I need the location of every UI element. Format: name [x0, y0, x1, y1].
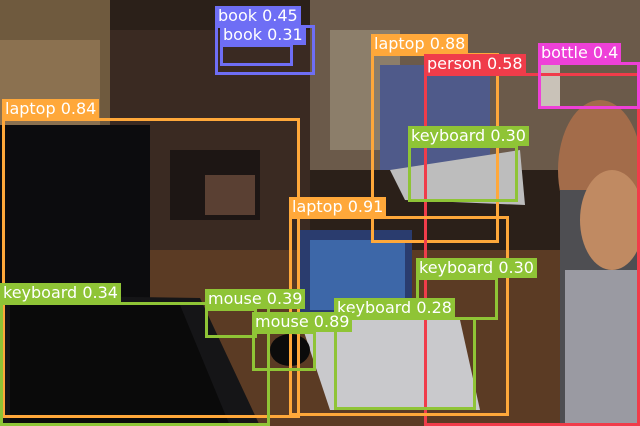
- detection-label: bottle 0.4: [538, 43, 622, 63]
- detection-label: mouse 0.89: [252, 312, 353, 332]
- detection-laptop-2: laptop 0.84: [2, 99, 300, 418]
- detection-label: mouse 0.39: [205, 289, 306, 309]
- detection-bottle: bottle 0.4: [538, 43, 640, 109]
- detection-mouse-1: mouse 0.39: [205, 289, 306, 338]
- detection-label: laptop 0.84: [2, 99, 100, 119]
- detection-label: keyboard 0.30: [416, 258, 537, 278]
- detection-mouse-2: mouse 0.89: [252, 312, 353, 371]
- detection-label: book 0.31: [220, 25, 306, 45]
- detection-keyboard-1: keyboard 0.30: [408, 126, 529, 202]
- detection-keyboard-3: keyboard 0.34: [0, 283, 270, 426]
- detection-label: laptop 0.91: [289, 197, 387, 217]
- detection-label: keyboard 0.28: [334, 298, 455, 318]
- detection-book-2: book 0.31: [220, 25, 306, 66]
- detection-label: person 0.58: [424, 54, 526, 74]
- detection-keyboard-4: keyboard 0.28: [334, 298, 476, 410]
- detection-label: laptop 0.88: [371, 34, 469, 54]
- detection-label: keyboard 0.34: [0, 283, 121, 303]
- detection-label: book 0.45: [215, 6, 301, 26]
- detection-label: keyboard 0.30: [408, 126, 529, 146]
- detection-person: person 0.58: [424, 54, 640, 426]
